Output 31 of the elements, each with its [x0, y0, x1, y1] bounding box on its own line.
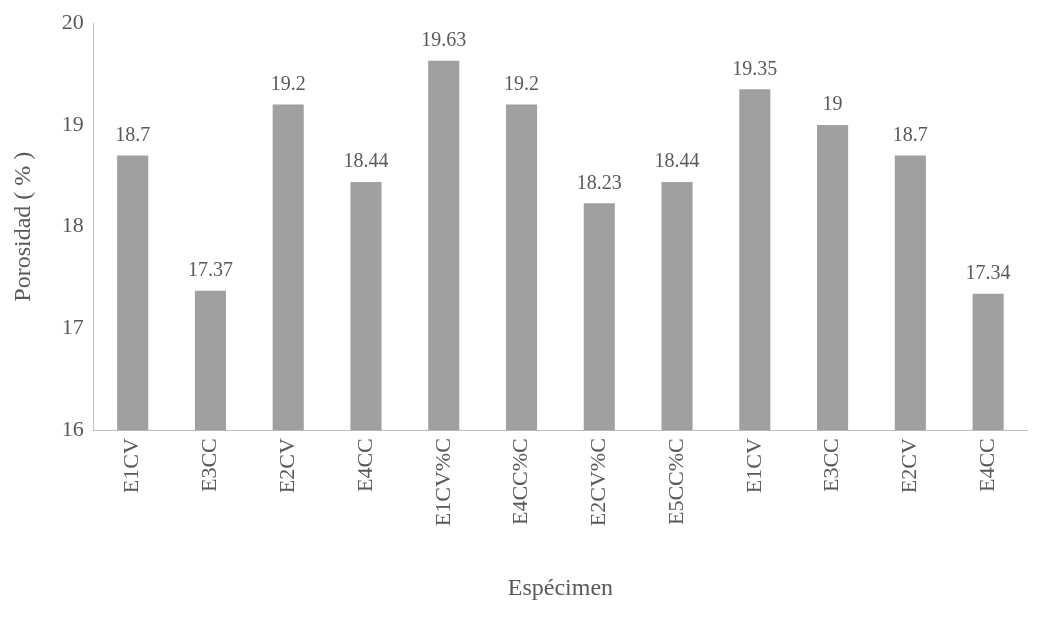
- x-tick-label: E2CV: [896, 438, 922, 494]
- x-tick-label: E1CV: [740, 438, 766, 494]
- data-label: 18.44: [343, 149, 389, 172]
- x-tick-label: E3CC: [196, 438, 222, 492]
- y-tick-label: 18: [61, 212, 84, 238]
- y-tick-label: 17: [61, 314, 84, 340]
- x-tick-label: E4CC%C: [507, 438, 533, 525]
- x-tick-label: E2CV%C: [585, 438, 611, 527]
- data-label: 18.7: [115, 122, 151, 145]
- data-label: 18.7: [892, 122, 928, 145]
- data-label: 19.2: [504, 71, 540, 94]
- y-tick-label: 19: [61, 110, 84, 136]
- data-label: 17.34: [965, 261, 1011, 284]
- data-label: 19.2: [270, 71, 306, 94]
- data-label: 18.44: [654, 149, 700, 172]
- x-tick-label: E1CV: [118, 438, 144, 494]
- x-tick-label: E3CC: [818, 438, 844, 492]
- x-tick-label: E5CC%C: [662, 438, 688, 525]
- data-label: 19: [822, 92, 843, 115]
- data-label: 19.63: [421, 28, 467, 51]
- x-tick-label: E1CV%C: [429, 438, 455, 527]
- x-axis-title: Espécimen: [507, 573, 614, 600]
- data-label: 17.37: [187, 258, 233, 281]
- x-tick-label: E4CC: [351, 438, 377, 492]
- x-tick-label: E4CC: [973, 438, 999, 492]
- y-axis-title: Porosidad ( % ): [8, 151, 35, 302]
- data-label: 18.23: [576, 170, 622, 193]
- data-label: 19.35: [732, 56, 778, 79]
- y-tick-label: 16: [61, 415, 84, 441]
- x-tick-label: E2CV: [274, 438, 299, 494]
- y-tick-label: 20: [61, 8, 84, 34]
